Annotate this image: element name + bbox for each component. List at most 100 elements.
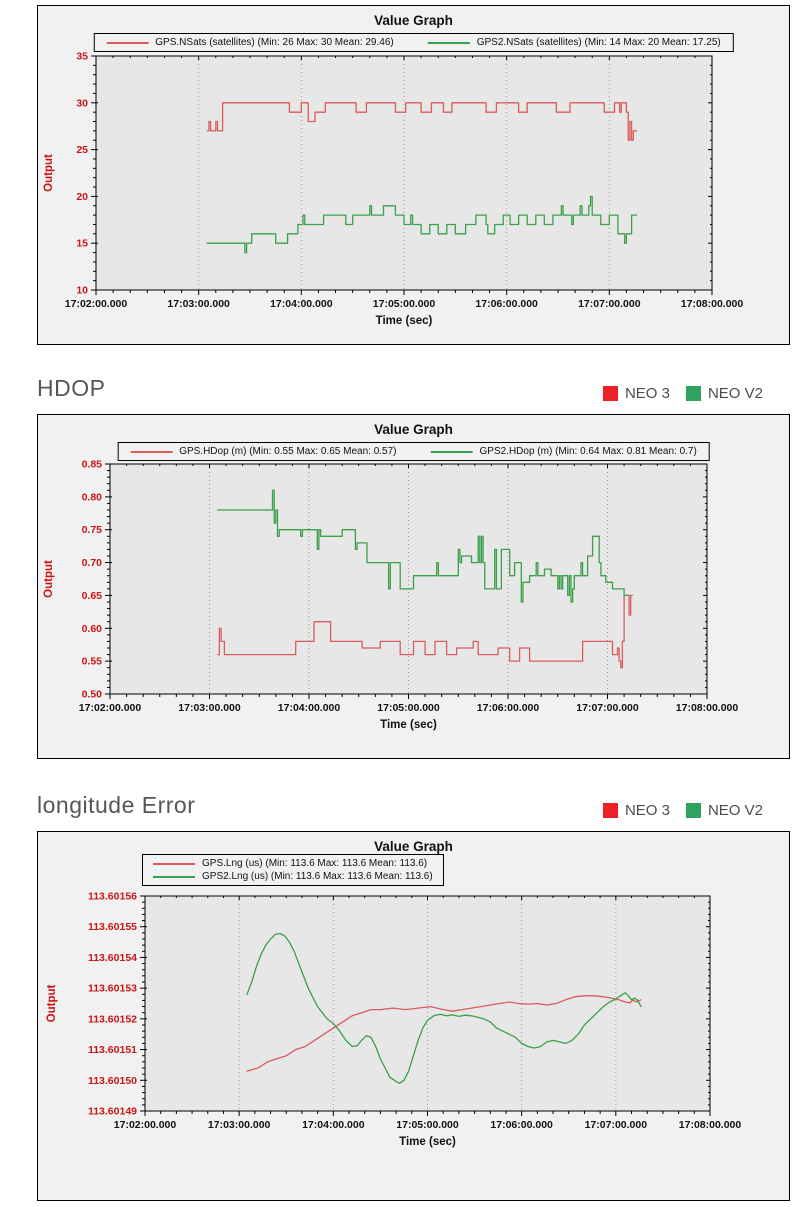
svg-text:30: 30 xyxy=(76,97,88,109)
svg-text:17:03:00.000: 17:03:00.000 xyxy=(208,1119,271,1131)
legend-item-neov2: NEO V2 xyxy=(685,385,763,402)
svg-text:10: 10 xyxy=(76,285,88,297)
legend-entry-gps2-nsats: GPS2.NSats (satellites) (Min: 14 Max: 20… xyxy=(427,37,721,48)
legend-label: GPS.HDop (m) (Min: 0.55 Max: 0.65 Mean: … xyxy=(179,446,397,457)
svg-text:17:08:00.000: 17:08:00.000 xyxy=(681,298,744,310)
neov2-label: NEO V2 xyxy=(707,802,763,819)
value-graph-panel-hdop: Value Graph GPS.HDop (m) (Min: 0.55 Max:… xyxy=(37,414,790,759)
nsats-plot-area: 17:02:00.000 17:03:00.000 17:04:00.000 17:0… xyxy=(43,51,744,328)
chart-title: Value Graph xyxy=(374,839,453,854)
svg-text:Output: Output xyxy=(43,154,55,192)
svg-text:0.50: 0.50 xyxy=(82,689,103,701)
legend-entry-gps2-hdop: GPS2.HDop (m) (Min: 0.64 Max: 0.81 Mean:… xyxy=(430,446,697,457)
neov2-color-swatch xyxy=(685,386,701,401)
svg-text:113.60151: 113.60151 xyxy=(88,1044,137,1056)
svg-text:17:06:00.000: 17:06:00.000 xyxy=(490,1119,553,1131)
legend-entry-gps-lng: GPS.Lng (us) (Min: 113.6 Max: 113.6 Mean… xyxy=(153,858,427,869)
svg-text:25: 25 xyxy=(76,144,88,156)
legend-entry-gps-hdop: GPS.HDop (m) (Min: 0.55 Max: 0.65 Mean: … xyxy=(130,446,397,457)
svg-text:17:07:00.000: 17:07:00.000 xyxy=(585,1119,648,1131)
series-line-swatch xyxy=(130,450,173,453)
neo3-color-swatch xyxy=(602,386,618,401)
svg-text:113.60150: 113.60150 xyxy=(88,1075,137,1087)
svg-text:17:02:00.000: 17:02:00.000 xyxy=(114,1119,177,1131)
neov2-label: NEO V2 xyxy=(707,385,763,402)
series-line-swatch xyxy=(427,41,470,44)
chart-legend: GPS.Lng (us) (Min: 113.6 Max: 113.6 Mean… xyxy=(142,854,444,886)
legend-item-neov2: NEO V2 xyxy=(685,802,763,819)
series-line-swatch xyxy=(153,875,195,878)
chart-title: Value Graph xyxy=(374,13,453,28)
series-line-swatch xyxy=(106,41,149,44)
svg-text:17:08:00.000: 17:08:00.000 xyxy=(679,1119,742,1131)
section-header-hdop: HDOP NEO 3 NEO V2 xyxy=(37,375,763,402)
svg-text:17:05:00.000: 17:05:00.000 xyxy=(373,298,436,310)
chart-legend: GPS.NSats (satellites) (Min: 26 Max: 30 … xyxy=(93,33,734,52)
svg-text:17:04:00.000: 17:04:00.000 xyxy=(270,298,333,310)
svg-text:17:02:00.000: 17:02:00.000 xyxy=(65,298,128,310)
svg-text:17:04:00.000: 17:04:00.000 xyxy=(302,1119,365,1131)
svg-text:17:08:00.000: 17:08:00.000 xyxy=(676,702,739,714)
legend-label: GPS2.HDop (m) (Min: 0.64 Max: 0.81 Mean:… xyxy=(479,446,697,457)
legend-entry-gps-nsats: GPS.NSats (satellites) (Min: 26 Max: 30 … xyxy=(106,37,394,48)
device-legend: NEO 3 NEO V2 xyxy=(602,802,763,819)
svg-text:17:06:00.000: 17:06:00.000 xyxy=(477,702,540,714)
svg-text:17:04:00.000: 17:04:00.000 xyxy=(278,702,341,714)
svg-text:0.70: 0.70 xyxy=(82,557,103,569)
svg-text:Time (sec): Time (sec) xyxy=(376,315,433,327)
svg-text:17:06:00.000: 17:06:00.000 xyxy=(475,298,538,310)
svg-text:113.60149: 113.60149 xyxy=(88,1106,137,1118)
svg-text:17:05:00.000: 17:05:00.000 xyxy=(396,1119,459,1131)
neo3-color-swatch xyxy=(602,803,618,818)
neov2-color-swatch xyxy=(685,803,701,818)
svg-text:Time (sec): Time (sec) xyxy=(380,719,437,731)
svg-text:0.80: 0.80 xyxy=(82,491,103,503)
svg-text:113.60155: 113.60155 xyxy=(88,921,137,933)
svg-text:17:07:00.000: 17:07:00.000 xyxy=(578,298,641,310)
section-title-hdop: HDOP xyxy=(37,375,106,401)
legend-label: GPS2.NSats (satellites) (Min: 14 Max: 20… xyxy=(476,37,721,48)
chart-legend: GPS.HDop (m) (Min: 0.55 Max: 0.65 Mean: … xyxy=(117,442,710,461)
svg-text:17:05:00.000: 17:05:00.000 xyxy=(377,702,440,714)
svg-text:0.65: 0.65 xyxy=(82,590,103,602)
section-header-longitude: longitude Error NEO 3 NEO V2 xyxy=(37,792,763,819)
legend-item-neo3: NEO 3 xyxy=(602,385,670,402)
value-graph-panel-nsats: Value Graph GPS.NSats (satellites) (Min:… xyxy=(37,5,790,345)
svg-text:17:03:00.000: 17:03:00.000 xyxy=(178,702,241,714)
legend-label: GPS2.Lng (us) (Min: 113.6 Max: 113.6 Mea… xyxy=(202,871,433,882)
svg-text:113.60156: 113.60156 xyxy=(88,891,137,903)
svg-text:15: 15 xyxy=(76,238,88,250)
svg-text:Time (sec): Time (sec) xyxy=(399,1136,456,1148)
svg-text:17:07:00.000: 17:07:00.000 xyxy=(576,702,639,714)
series-line-swatch xyxy=(153,862,195,865)
neo3-label: NEO 3 xyxy=(624,802,670,819)
legend-entry-gps2-lng: GPS2.Lng (us) (Min: 113.6 Max: 113.6 Mea… xyxy=(153,871,433,882)
section-longitude-error: longitude Error NEO 3 NEO V2 Value Graph… xyxy=(0,792,800,1201)
svg-text:17:02:00.000: 17:02:00.000 xyxy=(79,702,142,714)
series-line-swatch xyxy=(430,450,473,453)
value-graph-panel-longitude: Value Graph GPS.Lng (us) (Min: 113.6 Max… xyxy=(37,831,790,1201)
svg-text:Output: Output xyxy=(46,984,58,1022)
svg-text:113.60154: 113.60154 xyxy=(88,952,137,964)
section-nsats: Value Graph GPS.NSats (satellites) (Min:… xyxy=(0,5,800,345)
svg-text:Output: Output xyxy=(43,560,55,598)
chart-title: Value Graph xyxy=(374,422,453,437)
legend-label: GPS.NSats (satellites) (Min: 26 Max: 30 … xyxy=(155,37,394,48)
svg-text:17:03:00.000: 17:03:00.000 xyxy=(167,298,230,310)
legend-label: GPS.Lng (us) (Min: 113.6 Max: 113.6 Mean… xyxy=(202,858,428,869)
svg-text:0.75: 0.75 xyxy=(82,524,103,536)
legend-item-neo3: NEO 3 xyxy=(602,802,670,819)
svg-text:0.85: 0.85 xyxy=(82,459,103,471)
hdop-plot-area: 17:02:00.000 17:03:00.000 17:04:00.000 17:0… xyxy=(43,459,739,732)
neo3-label: NEO 3 xyxy=(624,385,670,402)
svg-text:35: 35 xyxy=(76,51,88,63)
svg-text:113.60153: 113.60153 xyxy=(88,983,137,995)
svg-text:0.55: 0.55 xyxy=(82,656,103,668)
svg-text:113.60152: 113.60152 xyxy=(88,1013,137,1025)
svg-text:0.60: 0.60 xyxy=(82,623,103,635)
device-legend: NEO 3 NEO V2 xyxy=(602,385,763,402)
section-hdop: HDOP NEO 3 NEO V2 Value Graph GPS.HDop (… xyxy=(0,375,800,759)
section-title-longitude: longitude Error xyxy=(37,792,196,818)
svg-text:20: 20 xyxy=(76,191,88,203)
longitude-plot-area: 17:02:00.000 17:03:00.000 17:04:00.000 17:0… xyxy=(46,891,742,1149)
